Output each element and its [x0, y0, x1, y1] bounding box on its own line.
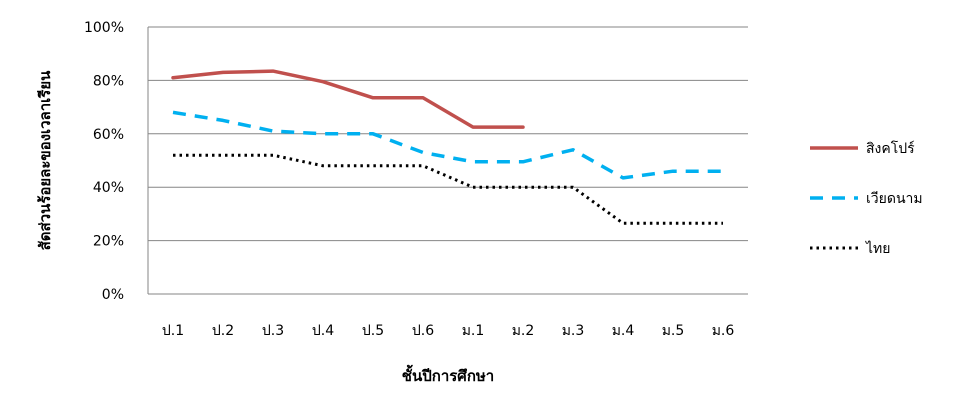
x-axis-title: ชั้นปีการศึกษา [402, 364, 494, 385]
y-tick-label: 80% [93, 73, 124, 89]
series-line-3 [173, 153, 723, 225]
legend-label-1: สิงคโปร์ [866, 140, 915, 157]
y-tick-label: 20% [93, 234, 124, 250]
x-tick-label: ป.2 [212, 323, 234, 339]
x-tick-label: ม.2 [512, 323, 535, 339]
series-line-2 [172, 110, 723, 180]
y-tick-label: 100% [84, 20, 124, 36]
series-line-1 [171, 69, 525, 129]
x-tick-label: ม.3 [562, 323, 585, 339]
x-tick-label: ป.4 [312, 323, 334, 339]
x-tick-label: ป.6 [412, 323, 434, 339]
x-tick-label: ป.3 [262, 323, 284, 339]
y-axis-title: สัดส่วนร้อยละของเวลาเรียน [36, 70, 54, 251]
legend-label-3: ไทย [865, 240, 890, 257]
x-tick-label: ม.4 [612, 323, 635, 339]
legend-label-2: เวียดนาม [866, 191, 923, 207]
x-tick-label: ม.5 [662, 323, 685, 339]
x-tick-label: ป.5 [362, 323, 384, 339]
x-tick-label: ม.1 [462, 323, 485, 339]
y-tick-label: 0% [102, 287, 124, 303]
x-tick-label: ม.6 [712, 323, 735, 339]
x-tick-label: ป.1 [162, 323, 184, 339]
y-tick-label: 40% [93, 180, 124, 196]
y-tick-label: 60% [93, 127, 124, 143]
